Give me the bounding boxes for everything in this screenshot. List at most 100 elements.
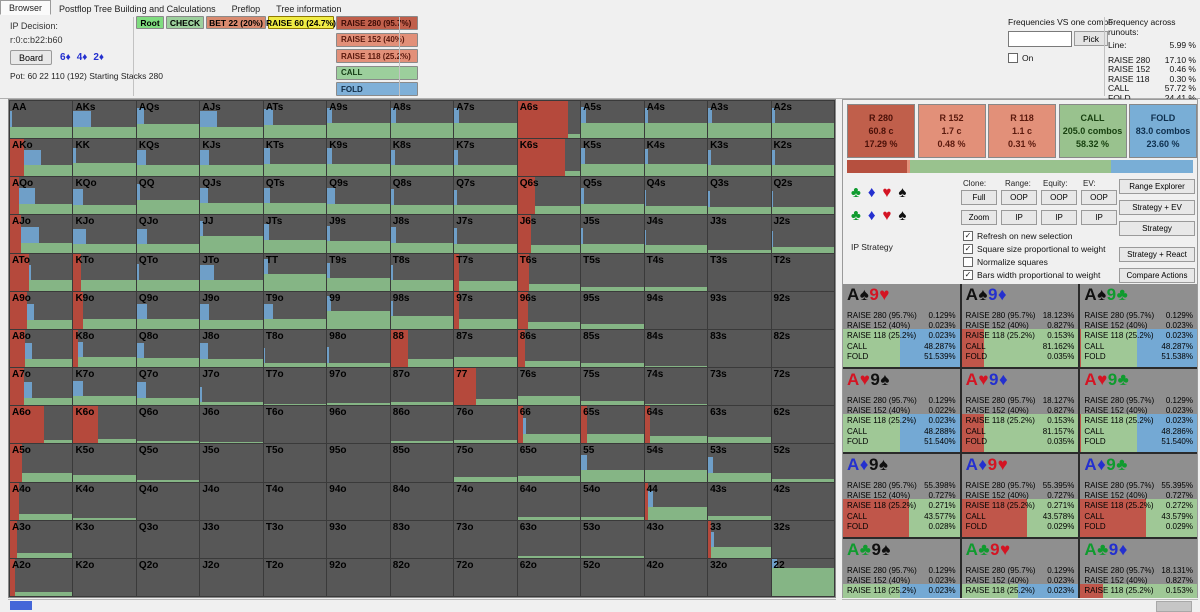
raise-60-button[interactable]: RAISE 60 (24.7%) [266,16,336,29]
hand-cell-95s[interactable]: 95s [581,291,644,329]
action-call[interactable]: CALL [336,65,418,80]
combo-cell-Ah9d[interactable]: A♥9♦ RAISE 280 (95.7%) 18.127% RAISE 152 (4… [961,369,1079,452]
hand-cell-92o[interactable]: 92o [327,558,390,596]
hand-cell-KJs[interactable]: KJs [200,139,263,177]
hand-cell-A6o[interactable]: A6o [10,406,73,444]
hand-cell-K2s[interactable]: K2s [771,139,834,177]
hand-cell-KTs[interactable]: KTs [263,139,327,177]
hand-cell-AQo[interactable]: AQo [10,177,73,215]
hand-cell-K3s[interactable]: K3s [708,139,771,177]
on-checkbox-row[interactable]: On [1008,53,1033,63]
suit-h-icon[interactable]: ♥ [882,184,899,201]
suit-d-icon[interactable]: ♦ [867,207,883,224]
hand-cell-T7o[interactable]: T7o [263,368,327,406]
hand-cell-T2o[interactable]: T2o [263,558,327,596]
hand-cell-95o[interactable]: 95o [327,444,390,482]
hand-cell-K9s[interactable]: K9s [327,139,390,177]
hand-cell-A6s[interactable]: A6s [517,101,581,139]
hand-cell-A3o[interactable]: A3o [10,520,73,558]
hand-cell-99[interactable]: 99 [327,291,390,329]
hand-cell-Q6o[interactable]: Q6o [136,406,200,444]
hand-cell-A9o[interactable]: A9o [10,291,73,329]
hand-cell-73o[interactable]: 73o [454,520,517,558]
hand-cell-Q8s[interactable]: Q8s [390,177,454,215]
strategy-button[interactable]: Strategy [1119,221,1195,236]
hand-cell-J6s[interactable]: J6s [517,215,581,253]
hand-cell-Q9o[interactable]: Q9o [136,291,200,329]
hand-cell-J4s[interactable]: J4s [644,215,708,253]
hand-cell-A8s[interactable]: A8s [390,101,454,139]
range-explorer-button[interactable]: Range Explorer [1119,179,1195,194]
suit-d-icon[interactable]: ♦ [867,184,883,201]
hand-cell-T9o[interactable]: T9o [263,291,327,329]
hand-cell-73s[interactable]: 73s [708,368,771,406]
hand-cell-A5s[interactable]: A5s [581,101,644,139]
hand-cell-Q4s[interactable]: Q4s [644,177,708,215]
hand-cell-K2o[interactable]: K2o [73,558,136,596]
freq-combo-input[interactable] [1008,31,1072,47]
hand-cell-87o[interactable]: 87o [390,368,454,406]
hand-cell-K4o[interactable]: K4o [73,482,136,520]
hand-cell-J9s[interactable]: J9s [327,215,390,253]
hand-cell-75s[interactable]: 75s [581,368,644,406]
hand-cell-J3s[interactable]: J3s [708,215,771,253]
hand-cell-T4o[interactable]: T4o [263,482,327,520]
hand-cell-QTs[interactable]: QTs [263,177,327,215]
display-button-ip-11[interactable]: IP [1001,210,1037,225]
hand-cell-42s[interactable]: 42s [771,482,834,520]
suit-c-icon[interactable]: ♣ [851,207,868,224]
hand-cell-T2s[interactable]: T2s [771,253,834,291]
hand-cell-94o[interactable]: 94o [327,482,390,520]
hand-cell-Q7o[interactable]: Q7o [136,368,200,406]
hand-cell-64o[interactable]: 64o [517,482,581,520]
hand-cell-A9s[interactable]: A9s [327,101,390,139]
hand-cell-J3o[interactable]: J3o [200,520,263,558]
checkbox-normalize-squares[interactable]: Normalize squares [963,257,1133,267]
combo-cell-Ad9c[interactable]: A♦9♣ RAISE 280 (95.7%) 55.395% RAISE 152 (4… [1080,454,1197,537]
hand-cell-32s[interactable]: 32s [771,520,834,558]
strategy-react-button[interactable]: Strategy + React [1119,247,1195,262]
hand-cell-J5s[interactable]: J5s [581,215,644,253]
hand-cell-92s[interactable]: 92s [771,291,834,329]
hand-cell-A3s[interactable]: A3s [708,101,771,139]
hand-cell-K8s[interactable]: K8s [390,139,454,177]
hand-cell-96o[interactable]: 96o [327,406,390,444]
hand-cell-Q3s[interactable]: Q3s [708,177,771,215]
hand-cell-96s[interactable]: 96s [517,291,581,329]
hand-cell-Q5s[interactable]: Q5s [581,177,644,215]
hand-cell-KQo[interactable]: KQo [73,177,136,215]
hand-cell-ATs[interactable]: ATs [263,101,327,139]
hand-cell-QJo[interactable]: QJo [136,215,200,253]
hand-cell-A7s[interactable]: A7s [454,101,517,139]
combo-cell-Ac9h[interactable]: A♣9♥ RAISE 280 (95.7%) 0.129% RAISE 152 (40… [961,539,1079,598]
hand-cell-AJo[interactable]: AJo [10,215,73,253]
hand-cell-72o[interactable]: 72o [454,558,517,596]
hand-cell-KQs[interactable]: KQs [136,139,200,177]
hand-cell-97o[interactable]: 97o [327,368,390,406]
hand-cell-77[interactable]: 77 [454,368,517,406]
hand-cell-82s[interactable]: 82s [771,329,834,368]
hscrollbar-left-track[interactable] [8,599,836,612]
hand-cell-T4s[interactable]: T4s [644,253,708,291]
hand-cell-J6o[interactable]: J6o [200,406,263,444]
display-button-oop-02[interactable]: OOP [1041,190,1077,205]
tab-tree-information[interactable]: Tree information [276,4,342,14]
hand-cell-Q9s[interactable]: Q9s [327,177,390,215]
hand-cell-83o[interactable]: 83o [390,520,454,558]
summary-box-r-280[interactable]: R 280 60.8 c 17.29 % [847,104,915,158]
hand-cell-K9o[interactable]: K9o [73,291,136,329]
hand-cell-54o[interactable]: 54o [581,482,644,520]
hand-cell-J2s[interactable]: J2s [771,215,834,253]
combo-cell-As9d[interactable]: A♠9♦ RAISE 280 (95.7%) 18.123% RAISE 152 (4… [961,284,1079,367]
hand-cell-K3o[interactable]: K3o [73,520,136,558]
display-button-zoom-10[interactable]: Zoom [961,210,997,225]
hand-cell-T8s[interactable]: T8s [390,253,454,291]
hand-cell-J7s[interactable]: J7s [454,215,517,253]
tab-postflop-tree-building-and-calculations[interactable]: Postflop Tree Building and Calculations [59,4,216,14]
hand-cell-66[interactable]: 66 [517,406,581,444]
hand-cell-K7o[interactable]: K7o [73,368,136,406]
hand-cell-A2o[interactable]: A2o [10,558,73,596]
hand-cell-98o[interactable]: 98o [327,329,390,368]
hand-cell-A8o[interactable]: A8o [10,329,73,368]
hand-cell-J7o[interactable]: J7o [200,368,263,406]
